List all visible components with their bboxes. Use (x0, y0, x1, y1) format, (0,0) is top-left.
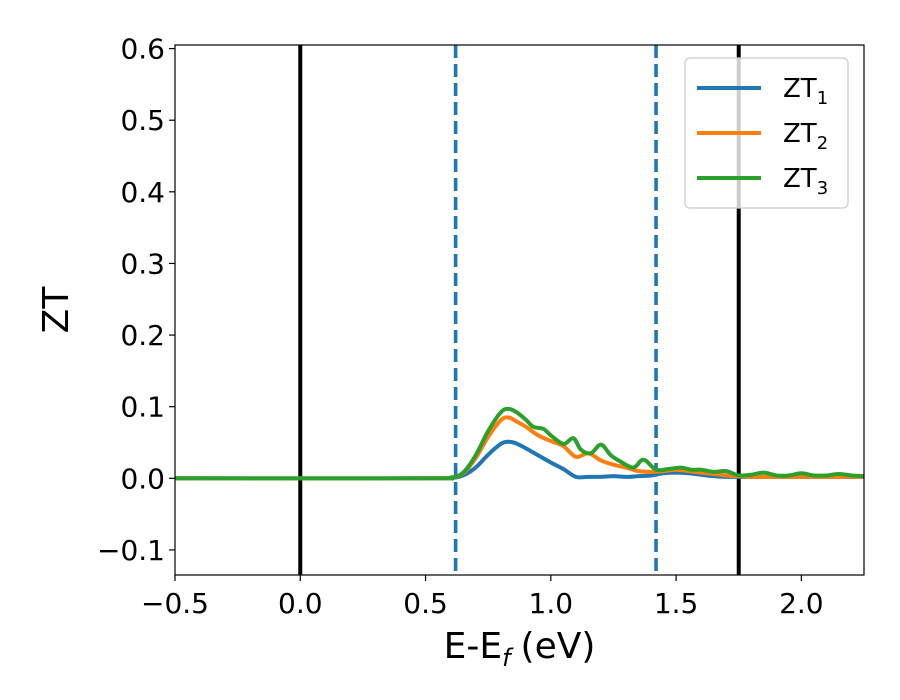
x-tick-label: −0.5 (141, 587, 209, 620)
x-tick-label: 0.0 (278, 587, 323, 620)
x-tick-label: 2.0 (779, 587, 824, 620)
x-axis-label-unit: (eV) (521, 626, 596, 667)
y-tick-label: 0.1 (120, 391, 165, 424)
y-tick-label: 0.0 (120, 462, 165, 495)
x-tick-label: 0.5 (403, 587, 448, 620)
y-tick-label: 0.3 (120, 247, 165, 280)
legend-label-2: ZT2 (783, 119, 828, 154)
series-lines (175, 406, 864, 481)
series-line-3 (175, 406, 864, 481)
legend: ZT1 ZT2 ZT3 (684, 57, 849, 209)
x-axis-label-subscript: f (502, 644, 514, 672)
y-axis-label: ZT (36, 286, 77, 334)
plot-frame (174, 44, 865, 576)
x-tick-label: 1.0 (529, 587, 574, 620)
x-axis-label-main: E-E (444, 626, 502, 667)
y-axis-ticks: −0.1 0.0 0.1 0.2 0.3 0.4 0.5 0.6 (97, 33, 175, 567)
legend-label-1: ZT1 (783, 74, 828, 109)
y-tick-label: 0.2 (120, 319, 165, 352)
y-tick-label: 0.4 (120, 176, 165, 209)
x-axis-ticks: −0.5 0.0 0.5 1.0 1.5 2.0 (141, 575, 824, 620)
x-tick-label: 1.5 (654, 587, 699, 620)
x-axis-label: E-Ef (eV) (444, 626, 596, 672)
y-tick-label: −0.1 (97, 534, 165, 567)
y-tick-label: 0.5 (120, 104, 165, 137)
legend-box (684, 57, 849, 209)
y-tick-label: 0.6 (120, 33, 165, 66)
legend-label-3: ZT3 (783, 164, 828, 199)
